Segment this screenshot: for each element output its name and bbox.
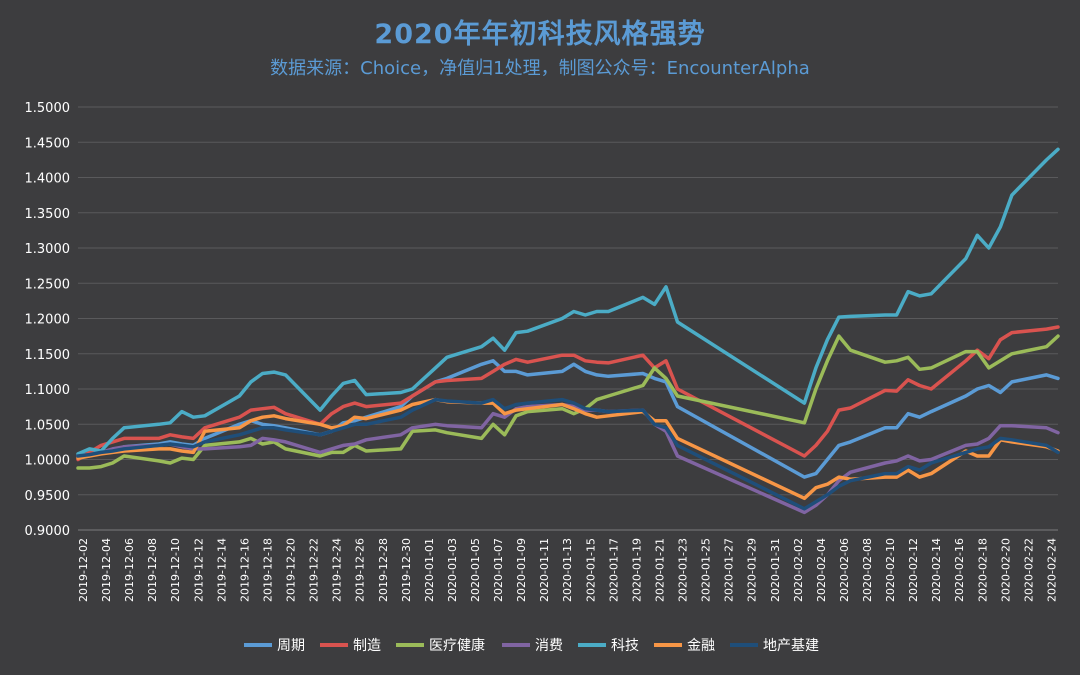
legend-label: 制造 <box>353 638 381 654</box>
chart-title: 2020年年初科技风格强势 <box>374 19 706 50</box>
x-tick-label: 2020-02-16 <box>953 538 966 602</box>
x-tick-label: 2019-12-04 <box>100 538 113 602</box>
series-line-科技 <box>76 147 1060 456</box>
x-tick-label: 2019-12-16 <box>238 538 251 602</box>
y-tick-label: 1.4000 <box>25 172 71 187</box>
x-tick-label: 2020-01-11 <box>538 538 551 602</box>
x-tick-label: 2020-01-15 <box>584 538 597 602</box>
series-line-地产基建 <box>76 397 1060 511</box>
legend-label: 金融 <box>687 638 715 654</box>
x-tick-label: 2019-12-24 <box>331 538 344 602</box>
x-tick-label: 2020-01-19 <box>630 538 643 602</box>
legend-label: 周期 <box>277 638 305 654</box>
y-tick-label: 1.2000 <box>25 313 71 328</box>
x-tick-label: 2020-02-22 <box>1022 538 1035 602</box>
legend-label: 地产基建 <box>763 637 819 654</box>
x-tick-label: 2019-12-22 <box>308 538 321 602</box>
x-tick-label: 2020-01-05 <box>469 538 482 602</box>
x-tick-label: 2020-01-27 <box>723 538 736 602</box>
x-axis: 2019-12-02 2019-12-04 2019-12-06 2019-12-08… <box>77 529 1058 602</box>
x-tick-label: 2019-12-12 <box>192 538 205 602</box>
x-tick-label: 2020-01-23 <box>677 538 690 602</box>
x-tick-label: 2020-01-17 <box>607 538 620 602</box>
x-tick-label: 2020-02-24 <box>1045 538 1058 602</box>
series-line-制造 <box>76 325 1060 462</box>
y-tick-label: 1.5000 <box>25 101 71 116</box>
y-tick-label: 1.1500 <box>25 348 71 363</box>
x-tick-label: 2020-02-04 <box>815 538 828 602</box>
x-tick-label: 2020-01-29 <box>746 538 759 602</box>
y-tick-label: 1.2500 <box>25 277 71 292</box>
y-tick-label: 1.0000 <box>25 454 71 469</box>
y-tick-label: 1.3500 <box>25 207 71 222</box>
chart-subtitle: 数据来源：Choice，净值归1处理，制图公众号：EncounterAlpha <box>270 58 810 79</box>
series-lines <box>76 147 1060 515</box>
x-tick-label: 2020-01-09 <box>515 538 528 602</box>
x-tick-label: 2019-12-28 <box>377 538 390 602</box>
x-tick-label: 2020-02-18 <box>976 538 989 602</box>
y-tick-label: 0.9000 <box>25 524 71 539</box>
x-tick-label: 2020-01-21 <box>653 538 666 602</box>
y-tick-label: 0.9500 <box>25 489 71 504</box>
y-tick-label: 1.3000 <box>25 242 71 257</box>
x-tick-label: 2020-01-13 <box>561 538 574 602</box>
y-axis: 0.9000 0.9500 1.0000 1.0500 1.1000 1.1500 1.20… <box>25 101 71 539</box>
x-tick-label: 2020-02-14 <box>930 538 943 602</box>
x-tick-label: 2019-12-30 <box>400 538 413 602</box>
x-tick-label: 2019-12-14 <box>215 538 228 602</box>
x-tick-label: 2019-12-26 <box>354 538 367 602</box>
y-tick-label: 1.1000 <box>25 383 71 398</box>
x-tick-label: 2020-01-07 <box>492 538 505 602</box>
legend-label: 科技 <box>611 638 639 654</box>
series-line-周期 <box>76 359 1060 479</box>
x-tick-label: 2019-12-06 <box>123 538 136 602</box>
x-tick-label: 2020-02-20 <box>999 538 1012 602</box>
x-tick-label: 2020-02-08 <box>861 538 874 602</box>
x-tick-label: 2019-12-02 <box>77 538 90 602</box>
x-tick-label: 2020-01-25 <box>700 538 713 602</box>
y-tick-label: 1.0500 <box>25 418 71 433</box>
legend-label: 医疗健康 <box>429 637 485 654</box>
series-line-医疗健康 <box>76 334 1060 470</box>
x-tick-label: 2020-02-06 <box>838 538 851 602</box>
x-tick-label: 2019-12-10 <box>169 538 182 602</box>
x-tick-label: 2020-01-01 <box>423 538 436 602</box>
y-tick-label: 1.4500 <box>25 136 71 151</box>
x-tick-label: 2020-02-12 <box>907 538 920 602</box>
legend: 周期 制造 医疗健康 消费 科技 金融 地产基建 <box>244 637 819 654</box>
x-tick-label: 2019-12-20 <box>285 538 298 602</box>
x-tick-label: 2019-12-08 <box>146 538 159 602</box>
x-tick-label: 2020-01-03 <box>446 538 459 602</box>
series-line-金融 <box>76 397 1060 501</box>
x-tick-label: 2020-01-31 <box>769 538 782 602</box>
x-tick-label: 2019-12-18 <box>261 538 274 602</box>
x-tick-label: 2020-02-02 <box>792 538 805 602</box>
x-tick-label: 2020-02-10 <box>884 538 897 602</box>
legend-label: 消费 <box>535 638 563 654</box>
